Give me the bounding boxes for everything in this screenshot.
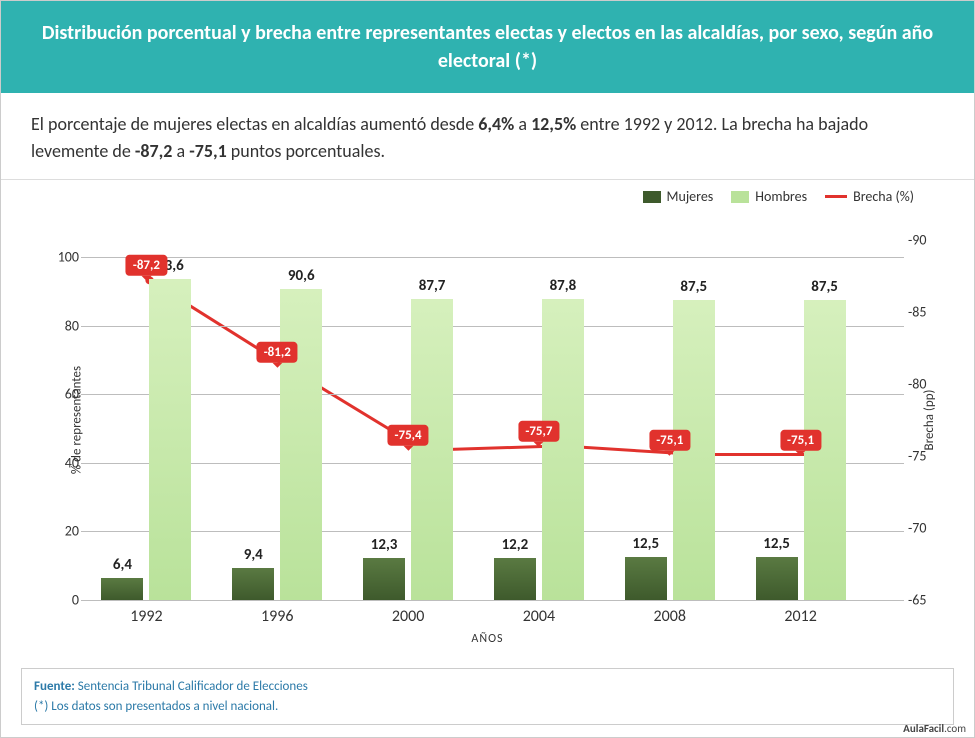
bar-label-mujeres: 12,5	[632, 535, 659, 553]
y-right-tick: -90	[908, 232, 938, 249]
bar-label-mujeres: 12,2	[502, 536, 529, 554]
y-right-tick: -80	[908, 376, 938, 393]
desc-mid3: a	[172, 140, 189, 162]
fuente-text: Sentencia Tribunal Calificador de Elecci…	[75, 679, 308, 694]
y-left-tick: 80	[51, 317, 79, 334]
grid-line	[81, 394, 904, 395]
brecha-callout: -81,2	[257, 342, 298, 363]
grid-line	[81, 257, 904, 258]
desc-mid1: a	[514, 113, 531, 135]
footer-asterisk-note: (*) Los datos son presentados a nivel na…	[34, 699, 278, 714]
brecha-callout: -75,4	[388, 425, 429, 446]
bar-label-mujeres: 12,5	[763, 535, 790, 553]
y-right-tick: -70	[908, 520, 938, 537]
bar-mujeres	[232, 568, 274, 600]
x-tick: 1996	[261, 607, 293, 626]
legend-item-mujeres: Mujeres	[643, 188, 714, 205]
legend-label-brecha: Brecha (%)	[853, 188, 914, 205]
legend-label-mujeres: Mujeres	[667, 188, 714, 205]
desc-val1: 6,4%	[478, 113, 514, 135]
desc-val4: -75,1	[189, 140, 227, 162]
desc-val3: -87,2	[135, 140, 173, 162]
legend-label-hombres: Hombres	[755, 188, 807, 205]
legend-item-brecha: Brecha (%)	[825, 188, 914, 205]
brecha-callout: -75,7	[518, 421, 559, 442]
bar-label-hombres: 87,5	[680, 278, 707, 296]
bar-mujeres	[101, 578, 143, 600]
brecha-callout: -75,1	[780, 429, 821, 450]
brecha-callout: -87,2	[126, 255, 167, 276]
bar-hombres	[149, 279, 191, 600]
x-tick: 2012	[784, 607, 816, 626]
grid-line	[81, 531, 904, 532]
figure-container: Distribución porcentual y brecha entre r…	[0, 0, 975, 738]
y-left-tick: 60	[51, 386, 79, 403]
x-tick: 2000	[392, 607, 424, 626]
bar-label-hombres: 90,6	[288, 267, 315, 285]
bar-hombres	[542, 299, 584, 600]
legend-swatch-mujeres	[643, 191, 661, 203]
chart-title-header: Distribución porcentual y brecha entre r…	[1, 1, 974, 93]
plot-region: 6,493,69,490,612,387,712,287,812,587,512…	[81, 240, 904, 600]
x-tick: 1992	[130, 607, 162, 626]
legend-item-hombres: Hombres	[731, 188, 807, 205]
x-axis-label: AÑOS	[471, 632, 503, 646]
y-axis-right-label: Brecha (pp)	[922, 390, 937, 451]
bar-label-hombres: 87,8	[550, 277, 577, 295]
brecha-callout: -75,1	[649, 429, 690, 450]
watermark-bold: AulaFacil	[903, 722, 944, 735]
grid-line	[81, 326, 904, 327]
bar-mujeres	[363, 558, 405, 600]
chart-area: Mujeres Hombres Brecha (%) % de represen…	[1, 180, 974, 660]
watermark: AulaFacil.com	[903, 722, 966, 735]
y-left-tick: 0	[51, 592, 79, 609]
bar-hombres	[411, 299, 453, 600]
bar-label-mujeres: 9,4	[244, 546, 263, 564]
footer-note: Fuente: Sentencia Tribunal Calificador d…	[21, 668, 954, 725]
legend-swatch-brecha	[825, 195, 847, 198]
y-left-tick: 40	[51, 454, 79, 471]
desc-val2: 12,5%	[531, 113, 576, 135]
y-left-tick: 20	[51, 523, 79, 540]
grid-line	[81, 600, 904, 601]
chart-title: Distribución porcentual y brecha entre r…	[42, 21, 933, 73]
grid-line	[81, 463, 904, 464]
watermark-rest: .com	[944, 722, 966, 735]
bar-mujeres	[494, 558, 536, 600]
y-right-tick: -75	[908, 448, 938, 465]
bar-label-mujeres: 6,4	[113, 556, 132, 574]
bar-label-hombres: 87,7	[419, 277, 446, 295]
bar-hombres	[280, 289, 322, 600]
y-right-tick: -85	[908, 304, 938, 321]
y-right-tick: -65	[908, 592, 938, 609]
desc-post: puntos porcentuales.	[227, 140, 385, 162]
fuente-label: Fuente:	[34, 679, 75, 694]
chart-description: El porcentaje de mujeres electas en alca…	[1, 93, 974, 180]
bar-mujeres	[625, 557, 667, 600]
x-tick: 2004	[523, 607, 555, 626]
legend: Mujeres Hombres Brecha (%)	[643, 188, 915, 205]
x-tick: 2008	[654, 607, 686, 626]
bar-mujeres	[756, 557, 798, 600]
bar-label-hombres: 87,5	[811, 278, 838, 296]
desc-pre: El porcentaje de mujeres electas en alca…	[31, 113, 478, 135]
y-left-tick: 100	[51, 249, 79, 266]
bar-label-mujeres: 12,3	[371, 536, 398, 554]
legend-swatch-hombres	[731, 191, 749, 203]
